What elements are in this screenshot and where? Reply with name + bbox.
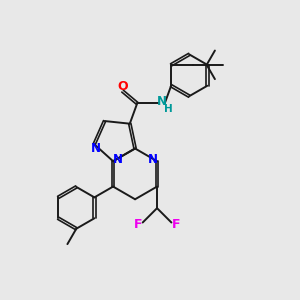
Text: N: N	[91, 142, 101, 155]
Text: H: H	[164, 104, 173, 114]
Text: N: N	[148, 153, 158, 166]
Text: F: F	[134, 218, 142, 230]
Text: O: O	[117, 80, 128, 93]
Text: N: N	[157, 95, 167, 108]
Text: N: N	[112, 153, 123, 166]
Text: F: F	[172, 218, 180, 230]
